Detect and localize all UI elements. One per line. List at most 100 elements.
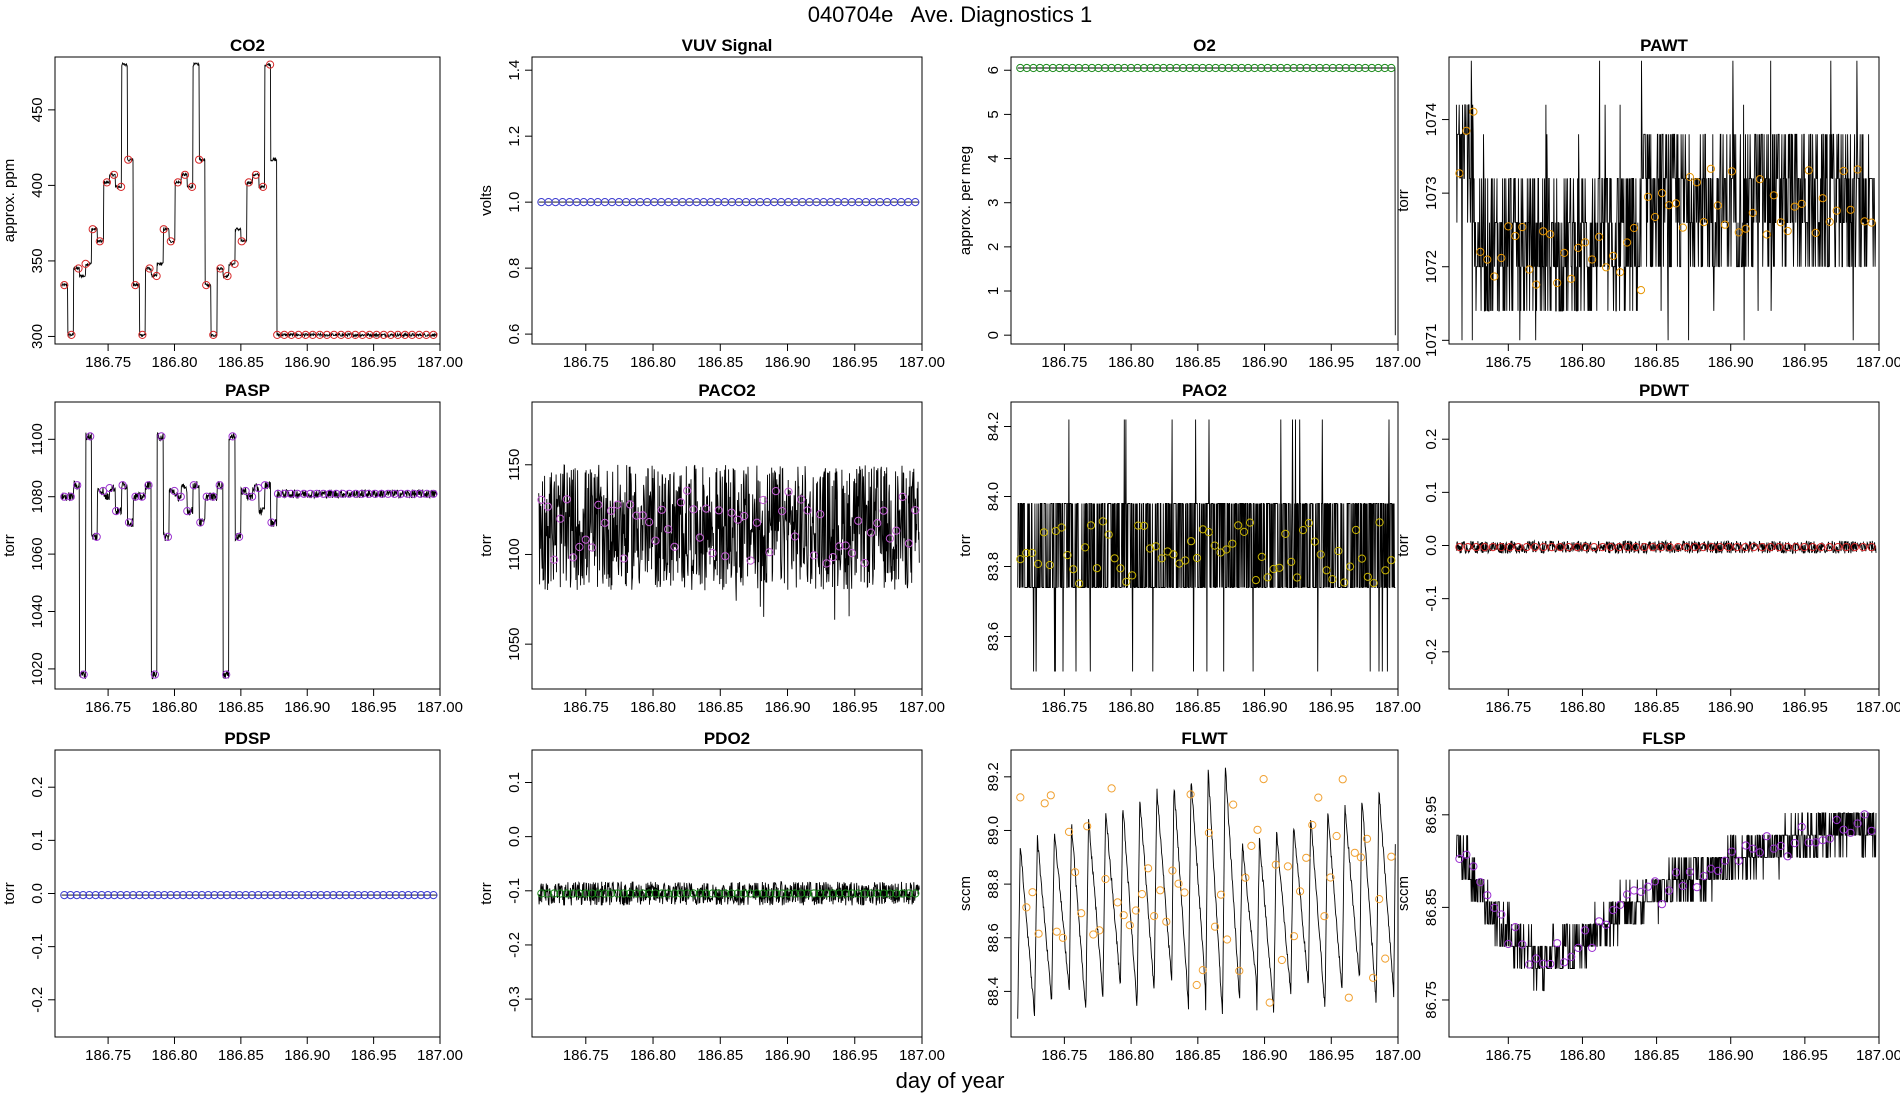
data-point-pao2-41 bbox=[1257, 552, 1266, 562]
data-point-pawt-18 bbox=[1581, 238, 1590, 247]
data-point-pdo2-21 bbox=[670, 889, 679, 898]
data-point-flwt-49 bbox=[1314, 793, 1323, 802]
panel-title-co2: CO2 bbox=[230, 36, 265, 55]
data-point-co2-23 bbox=[223, 271, 232, 281]
panel-o2: O2 approx. per meg 186.75 186.80 186.85 186.9… bbox=[957, 36, 1421, 371]
data-point-pasp-10 bbox=[124, 518, 134, 527]
data-point-pdo2-19 bbox=[657, 889, 666, 898]
data-point-pawt-33 bbox=[1685, 172, 1695, 182]
data-point-pdo2-30 bbox=[727, 889, 736, 898]
data-point-pdwt-34 bbox=[1741, 543, 1750, 552]
data-point-pao2-36 bbox=[1228, 539, 1237, 548]
data-point-pdo2-52 bbox=[866, 889, 876, 898]
panel-title-pasp: PASP bbox=[225, 381, 270, 400]
data-point-co2-26 bbox=[244, 178, 253, 187]
x-tick-label-co2-4: 186.95 bbox=[351, 354, 397, 371]
panel-paco2: PACO2 torr 186.75 186.80 186.85 186.90 186.95 1… bbox=[478, 381, 945, 716]
y-tick-label-paco2-0: 1050 bbox=[506, 627, 523, 660]
data-point-o2-48 bbox=[1328, 63, 1337, 73]
series-line-pao2 bbox=[1017, 419, 1396, 672]
data-point-pdsp-16 bbox=[160, 891, 169, 900]
data-point-flwt-29 bbox=[1192, 980, 1201, 990]
panel-title-vuv: VUV Signal bbox=[682, 36, 773, 55]
data-point-paco2-42 bbox=[803, 506, 812, 515]
data-point-pawt-15 bbox=[1560, 248, 1569, 257]
data-point-pawt-54 bbox=[1832, 206, 1841, 215]
data-point-pdo2-27 bbox=[708, 889, 717, 898]
data-point-paco2-52 bbox=[866, 528, 876, 537]
data-point-pawt-14 bbox=[1553, 278, 1562, 288]
data-point-co2-28 bbox=[258, 182, 268, 191]
data-point-pdwt-49 bbox=[1867, 543, 1876, 552]
data-point-o2-4 bbox=[1042, 63, 1051, 73]
data-point-pdo2-18 bbox=[651, 889, 660, 898]
x-tick-label-flwt-4: 186.95 bbox=[1308, 1047, 1354, 1064]
data-point-o2-43 bbox=[1296, 63, 1305, 73]
y-axis-label-flsp: sccm bbox=[1395, 876, 1412, 911]
data-point-o2-46 bbox=[1315, 63, 1324, 73]
plot-frame-pawt bbox=[1448, 56, 1880, 345]
y-tick-label-vuv-0: 0.6 bbox=[506, 324, 523, 345]
data-point-o2-26 bbox=[1185, 63, 1194, 73]
data-point-pdo2-25 bbox=[695, 889, 704, 898]
data-point-pawt-29 bbox=[1657, 189, 1667, 198]
data-point-paco2-25 bbox=[695, 533, 704, 542]
data-point-pdo2-59 bbox=[911, 889, 920, 898]
data-point-pao2-38 bbox=[1240, 527, 1249, 537]
data-point-pdo2-24 bbox=[689, 889, 698, 898]
data-point-pdwt-40 bbox=[1791, 543, 1801, 552]
data-point-flsp-58 bbox=[1860, 810, 1869, 819]
data-point-flwt-20 bbox=[1137, 890, 1147, 899]
data-point-o2-7 bbox=[1061, 63, 1071, 73]
panel-title-pawt: PAWT bbox=[1640, 36, 1688, 55]
data-point-pdwt-15 bbox=[1581, 543, 1590, 552]
x-tick-label-vuv-5: 187.00 bbox=[899, 354, 945, 371]
x-tick-label-o2-3: 186.90 bbox=[1242, 354, 1288, 371]
y-tick-label-pao2-3: 84.2 bbox=[985, 412, 1002, 441]
data-point-pawt-32 bbox=[1678, 223, 1688, 232]
data-point-flwt-44 bbox=[1283, 862, 1293, 871]
data-point-o2-20 bbox=[1146, 63, 1155, 73]
data-point-pao2-44 bbox=[1275, 563, 1284, 572]
data-point-flwt-12 bbox=[1089, 930, 1098, 939]
data-point-pdo2-50 bbox=[854, 889, 863, 898]
data-point-o2-24 bbox=[1172, 63, 1181, 73]
data-point-flsp-1 bbox=[1462, 850, 1471, 859]
data-point-paco2-15 bbox=[632, 511, 641, 520]
data-point-o2-16 bbox=[1120, 63, 1129, 73]
panel-title-pdsp: PDSP bbox=[224, 729, 270, 748]
data-point-flwt-14 bbox=[1101, 874, 1110, 884]
panel-pdwt: PDWT torr 186.75 186.80 186.85 186.90 186.95 18… bbox=[1395, 381, 1900, 716]
data-point-paco2-8 bbox=[588, 543, 597, 552]
data-point-pdwt-29 bbox=[1699, 543, 1708, 552]
data-point-paco2-24 bbox=[689, 505, 698, 514]
data-point-flwt-39 bbox=[1253, 825, 1262, 834]
data-point-pdo2-46 bbox=[828, 889, 838, 898]
x-axis-label: day of year bbox=[895, 1068, 1005, 1093]
y-tick-label-o2-2: 2 bbox=[985, 243, 1002, 251]
data-point-pdsp-27 bbox=[229, 891, 238, 900]
data-point-o2-50 bbox=[1341, 63, 1350, 73]
data-point-flsp-44 bbox=[1762, 832, 1771, 841]
data-point-pdsp-56 bbox=[410, 891, 419, 900]
y-tick-label-vuv-3: 1.2 bbox=[506, 126, 523, 147]
data-point-pao2-0 bbox=[1016, 555, 1025, 564]
data-point-co2-13 bbox=[152, 271, 161, 281]
data-point-flwt-7 bbox=[1058, 933, 1068, 942]
y-tick-label-co2-2: 400 bbox=[29, 173, 46, 198]
data-point-pdsp-41 bbox=[316, 891, 325, 900]
data-point-flsp-55 bbox=[1839, 825, 1848, 834]
data-point-paco2-51 bbox=[860, 558, 869, 568]
data-point-paco2-56 bbox=[892, 526, 901, 535]
data-point-pdsp-42 bbox=[322, 891, 332, 900]
data-point-pawt-22 bbox=[1609, 251, 1618, 260]
data-point-flsp-18 bbox=[1581, 926, 1590, 935]
data-point-o2-51 bbox=[1348, 63, 1357, 73]
x-tick-label-flsp-0: 186.75 bbox=[1485, 1047, 1531, 1064]
data-point-pasp-28 bbox=[241, 486, 250, 496]
data-point-pawt-57 bbox=[1853, 165, 1862, 174]
data-point-flwt-21 bbox=[1144, 864, 1153, 873]
data-point-pdsp-35 bbox=[279, 891, 288, 900]
x-tick-label-co2-0: 186.75 bbox=[85, 354, 131, 371]
data-point-paco2-23 bbox=[683, 486, 692, 495]
